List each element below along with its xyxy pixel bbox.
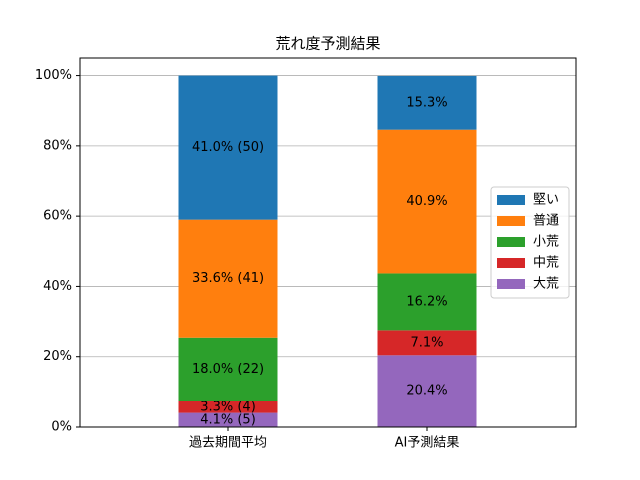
- value-label: 3.3% (4): [200, 399, 256, 414]
- value-label: 15.3%: [406, 95, 447, 110]
- chart-title: 荒れ度予測結果: [275, 35, 380, 53]
- value-label: 40.9%: [406, 194, 447, 209]
- bar-segment: [178, 337, 278, 401]
- legend-frame: [490, 186, 570, 299]
- legend-swatch: [497, 216, 525, 226]
- value-label: 16.2%: [406, 294, 447, 309]
- y-tick-label: 0%: [51, 420, 72, 435]
- bar-segment: [377, 273, 477, 331]
- bar-segment: [377, 129, 477, 274]
- x-tick-label: 過去期間平均: [189, 436, 267, 451]
- bar-segment: [377, 330, 477, 356]
- y-tick-label: 60%: [43, 209, 72, 224]
- value-label: 18.0% (22): [192, 362, 264, 377]
- bar-segment: [178, 219, 278, 338]
- y-tick-label: 20%: [43, 349, 72, 364]
- value-label: 4.1% (5): [200, 412, 256, 427]
- value-label: 7.1%: [410, 335, 443, 350]
- bar-segment: [178, 412, 278, 427]
- legend-label: 普通: [533, 214, 559, 229]
- x-tick-label: AI予測結果: [395, 436, 460, 451]
- value-label: 33.6% (41): [192, 271, 264, 286]
- value-label: 20.4%: [406, 384, 447, 399]
- legend-swatch: [497, 258, 525, 268]
- bar-segment: [377, 355, 477, 427]
- y-tick-label: 80%: [43, 138, 72, 153]
- y-tick-label: 100%: [35, 68, 72, 83]
- legend-label: 大荒: [533, 277, 559, 292]
- legend-label: 中荒: [533, 256, 559, 271]
- bar-segment: [178, 400, 278, 413]
- bar-segment: [178, 75, 278, 220]
- legend-swatch: [497, 279, 525, 289]
- plot-frame: [79, 57, 577, 428]
- legend-swatch: [497, 195, 525, 205]
- value-label: 41.0% (50): [192, 140, 264, 155]
- legend-label: 堅い: [533, 193, 559, 208]
- legend-label: 小荒: [533, 235, 559, 250]
- legend-swatch: [497, 237, 525, 247]
- y-tick-label: 40%: [43, 279, 72, 294]
- bar-segment: [377, 75, 477, 130]
